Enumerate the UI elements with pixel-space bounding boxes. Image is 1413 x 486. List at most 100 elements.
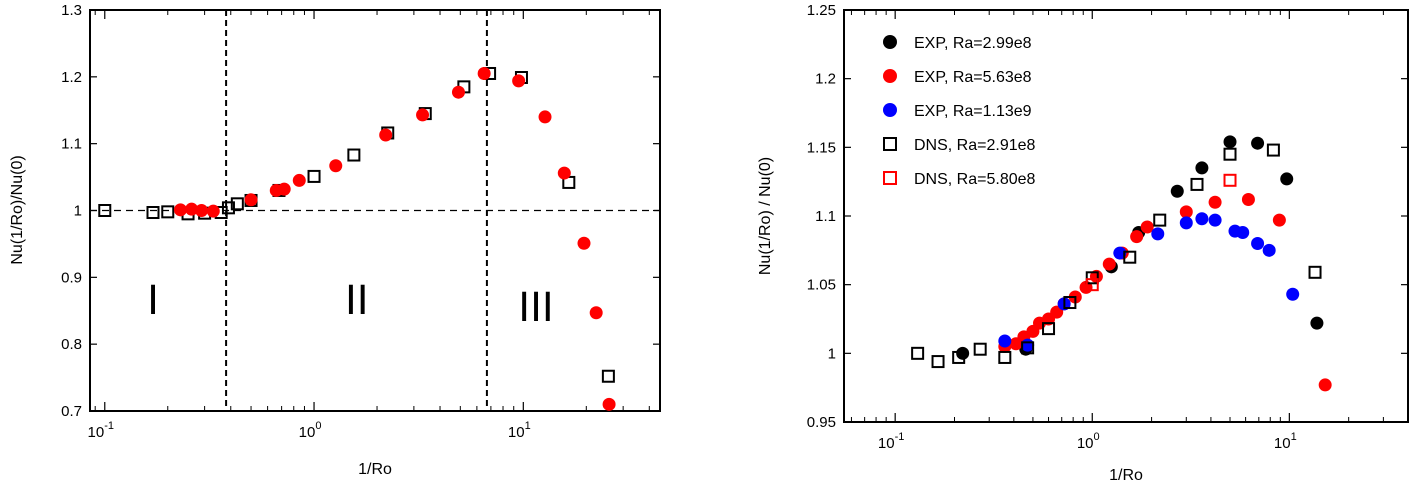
data-point xyxy=(185,202,199,216)
data-point xyxy=(512,74,526,88)
data-point xyxy=(1190,177,1204,191)
legend-marker xyxy=(883,103,897,117)
data-point xyxy=(1195,212,1209,226)
data-point xyxy=(1266,143,1280,157)
y-tick-label: 1.15 xyxy=(807,139,836,156)
legend-label: EXP, Ra=2.99e8 xyxy=(914,35,1032,52)
series-2 xyxy=(173,66,616,411)
y-tick-label: 1 xyxy=(828,345,836,362)
x-axis-label: 1/Ro xyxy=(358,461,392,478)
data-point xyxy=(557,166,571,180)
data-point xyxy=(1179,216,1193,230)
data-point xyxy=(1286,287,1300,301)
data-point xyxy=(998,334,1012,348)
x-tick-label: 101 xyxy=(508,420,531,441)
data-point xyxy=(577,236,591,250)
y-tick-label: 1.05 xyxy=(807,277,836,294)
y-tick-label: 1.2 xyxy=(815,71,836,88)
data-point xyxy=(1140,220,1154,234)
data-point xyxy=(379,128,393,142)
data-point xyxy=(1318,378,1332,392)
y-tick-label: 0.9 xyxy=(61,269,82,286)
data-point xyxy=(1262,243,1276,257)
chart-2: 0.95 1 1.05 1.1 1.15 1.2 1.25 10-1 100 101 1/Ro Nu(… xyxy=(757,2,1409,484)
data-point xyxy=(1113,246,1127,260)
data-point xyxy=(477,66,491,80)
y-tick-label: 0.8 xyxy=(61,336,82,353)
data-point xyxy=(1151,227,1165,241)
data-point xyxy=(173,203,187,217)
y-tick-label: 1.3 xyxy=(61,2,82,19)
data-point xyxy=(911,346,925,360)
y-tick-label: 1.25 xyxy=(807,2,836,19)
data-point xyxy=(1050,305,1064,319)
data-point xyxy=(206,204,220,218)
legend-marker xyxy=(883,35,897,49)
legend-label: EXP, Ra=1.13e9 xyxy=(914,103,1032,120)
data-point xyxy=(277,182,291,196)
data-point xyxy=(1223,147,1237,161)
data-point xyxy=(230,197,244,211)
series-5 xyxy=(1085,173,1237,292)
data-point xyxy=(1130,230,1144,244)
x-tick-label: 101 xyxy=(1274,431,1297,452)
data-point xyxy=(1123,250,1137,264)
data-point xyxy=(146,206,160,220)
y-axis-label: Nu(1/Ro) / Nu(0) xyxy=(757,157,774,275)
series-1 xyxy=(98,66,615,383)
y-axis-label: Nu(1/Ro)/Nu(0) xyxy=(9,155,26,264)
data-point xyxy=(1272,213,1286,227)
x-tick-label: 10-1 xyxy=(88,420,114,441)
data-point xyxy=(1085,271,1099,285)
data-point xyxy=(307,169,321,183)
data-point xyxy=(292,173,306,187)
data-point xyxy=(221,201,235,215)
data-point xyxy=(1308,265,1322,279)
data-point xyxy=(1021,341,1035,355)
data-point xyxy=(1236,225,1250,239)
data-point xyxy=(1179,205,1193,219)
data-point xyxy=(1208,213,1222,227)
x-tick-label: 100 xyxy=(1077,431,1100,452)
y-tick-label: 1.1 xyxy=(815,208,836,225)
data-point xyxy=(1153,213,1167,227)
data-point xyxy=(451,85,465,99)
data-point xyxy=(416,108,430,122)
data-point xyxy=(195,204,209,217)
legend-marker xyxy=(883,137,897,151)
data-point xyxy=(1195,161,1209,175)
x-axis-label: 1/Ro xyxy=(1109,467,1143,484)
data-point xyxy=(1251,236,1265,250)
data-point xyxy=(1223,173,1237,187)
legend-label: DNS, Ra=5.80e8 xyxy=(914,171,1036,188)
legend: EXP, Ra=2.99e8 EXP, Ra=5.63e8 EXP, Ra=1.13… xyxy=(883,35,1036,188)
y-tick-label: 1.2 xyxy=(61,69,82,86)
data-point xyxy=(602,397,616,411)
legend-marker xyxy=(883,171,897,185)
data-point xyxy=(347,148,361,162)
y-tick-label: 1.1 xyxy=(61,136,82,153)
data-point xyxy=(98,204,112,217)
data-point xyxy=(1241,193,1255,207)
data-point xyxy=(538,110,552,124)
data-point xyxy=(161,205,175,219)
y-tick-label: 0.7 xyxy=(61,403,82,420)
data-point xyxy=(973,342,987,356)
x-tick-label: 10-1 xyxy=(878,431,904,452)
legend-label: DNS, Ra=2.91e8 xyxy=(914,137,1036,154)
data-point xyxy=(956,346,970,360)
data-point xyxy=(1170,184,1184,198)
data-point xyxy=(1310,316,1324,330)
x-tick-label: 100 xyxy=(299,420,322,441)
data-point xyxy=(601,369,615,383)
data-point xyxy=(329,159,343,173)
data-point xyxy=(244,193,258,207)
data-point xyxy=(1042,322,1056,336)
data-point xyxy=(952,350,966,364)
y-tick-label: 1 xyxy=(74,203,82,220)
data-point xyxy=(1280,172,1294,186)
region-label: I xyxy=(147,278,159,324)
region-label: III xyxy=(518,285,553,331)
data-point xyxy=(1063,296,1077,310)
